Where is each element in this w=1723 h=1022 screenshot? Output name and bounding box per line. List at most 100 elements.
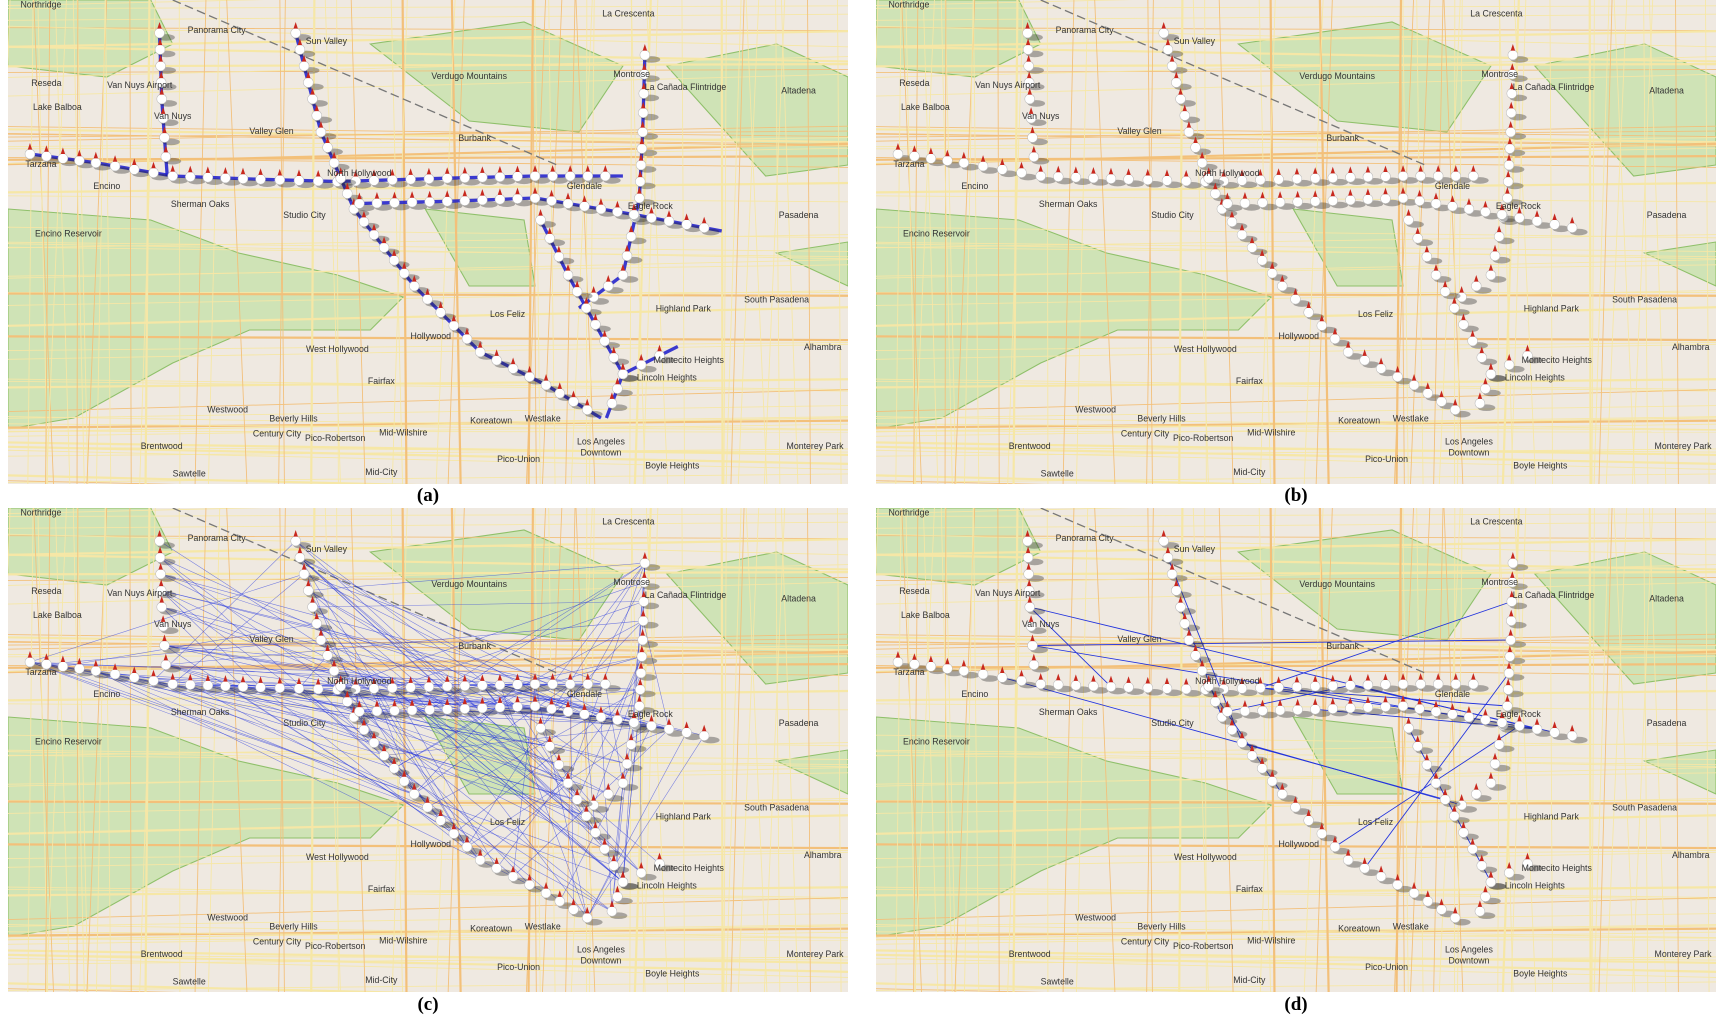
road bbox=[775, 508, 781, 992]
station-flag bbox=[638, 678, 643, 686]
station-flag bbox=[497, 165, 503, 173]
station-flag bbox=[1506, 662, 1512, 669]
station-marker bbox=[1016, 167, 1027, 178]
road bbox=[46, 508, 67, 992]
station-marker bbox=[368, 737, 380, 748]
station-flag bbox=[1345, 849, 1351, 856]
station-flag bbox=[598, 198, 604, 205]
station-marker bbox=[1162, 44, 1174, 55]
station-marker bbox=[1471, 280, 1482, 292]
road bbox=[8, 306, 848, 327]
station-flag bbox=[1026, 563, 1031, 570]
station-flag bbox=[1461, 313, 1466, 321]
station-marker bbox=[202, 680, 214, 691]
road bbox=[1204, 0, 1207, 484]
place-name: Pico-Union bbox=[1365, 454, 1408, 464]
place-name: Boyle Heights bbox=[645, 969, 700, 979]
station-flag bbox=[1145, 168, 1150, 176]
link-line bbox=[304, 573, 606, 685]
station-marker bbox=[1345, 194, 1356, 206]
road bbox=[8, 949, 848, 965]
station-marker bbox=[1158, 535, 1169, 547]
station-marker bbox=[255, 682, 266, 693]
road bbox=[8, 938, 848, 941]
station-marker bbox=[1503, 867, 1515, 879]
station-flag bbox=[1365, 673, 1371, 681]
station-marker bbox=[1449, 302, 1460, 314]
link-line bbox=[95, 670, 547, 894]
road bbox=[940, 508, 953, 992]
station-marker bbox=[599, 843, 610, 855]
station-marker bbox=[1485, 876, 1497, 888]
link-line bbox=[569, 683, 574, 910]
road bbox=[944, 0, 957, 484]
place-name: Montecito Heights bbox=[1522, 863, 1593, 873]
station-flag bbox=[412, 275, 417, 282]
road bbox=[435, 0, 456, 484]
station-marker bbox=[307, 601, 318, 613]
road bbox=[1675, 0, 1679, 484]
station-flag bbox=[1509, 609, 1514, 617]
station-flag bbox=[1229, 210, 1235, 218]
station-flag bbox=[1425, 382, 1430, 389]
station-marker bbox=[590, 827, 601, 838]
link-line bbox=[611, 763, 628, 912]
station-flag bbox=[1496, 733, 1502, 741]
station-marker bbox=[1303, 815, 1314, 826]
link-line bbox=[161, 606, 244, 687]
station-flag bbox=[515, 673, 520, 681]
place-name: Los Feliz bbox=[490, 309, 525, 319]
station-flag bbox=[1417, 189, 1422, 197]
station-marker bbox=[398, 267, 410, 279]
station-flag bbox=[345, 182, 350, 190]
station-flag bbox=[408, 168, 413, 175]
station-flag bbox=[510, 357, 516, 365]
station-marker bbox=[1123, 174, 1134, 185]
station-flag bbox=[163, 145, 169, 153]
station-flag bbox=[1383, 695, 1388, 703]
station-marker bbox=[1502, 684, 1514, 695]
road bbox=[96, 0, 106, 484]
place-name: Mid-City bbox=[365, 975, 398, 985]
station-marker bbox=[290, 27, 301, 39]
station-marker bbox=[459, 703, 470, 714]
road bbox=[8, 521, 848, 529]
station-marker bbox=[628, 717, 640, 728]
station-flag bbox=[1332, 835, 1338, 843]
station-flag bbox=[1433, 192, 1439, 200]
place-name: Sherman Oaks bbox=[1039, 199, 1098, 209]
station-flag bbox=[642, 63, 647, 70]
road bbox=[913, 0, 919, 484]
station-flag bbox=[1206, 167, 1211, 174]
road bbox=[876, 419, 1716, 429]
road bbox=[681, 0, 686, 484]
station-marker bbox=[1345, 680, 1356, 691]
station-flag bbox=[1505, 187, 1510, 194]
station-marker bbox=[1566, 222, 1578, 233]
station-marker bbox=[571, 794, 583, 805]
place-name: Montecito Heights bbox=[654, 863, 725, 873]
station-flag bbox=[568, 673, 573, 680]
station-flag bbox=[1000, 666, 1005, 673]
station-marker bbox=[1430, 198, 1442, 209]
link-line bbox=[482, 620, 644, 709]
link-line bbox=[586, 732, 687, 918]
place-name: Mid-City bbox=[1233, 975, 1266, 985]
station-marker bbox=[315, 634, 327, 646]
link-line bbox=[95, 670, 428, 808]
station-marker bbox=[1342, 346, 1354, 358]
station-flag bbox=[1406, 717, 1411, 724]
station-flag bbox=[1293, 288, 1298, 295]
road bbox=[336, 0, 339, 484]
road bbox=[27, 0, 34, 484]
station-flag bbox=[1470, 838, 1475, 845]
station-flag bbox=[392, 191, 397, 199]
station-marker bbox=[405, 682, 416, 693]
road bbox=[964, 0, 974, 484]
station-flag bbox=[1415, 735, 1420, 742]
station-flag bbox=[331, 659, 337, 667]
station-marker bbox=[315, 126, 327, 138]
station-marker bbox=[636, 651, 648, 662]
station-flag bbox=[1000, 158, 1005, 165]
road bbox=[1513, 0, 1537, 484]
